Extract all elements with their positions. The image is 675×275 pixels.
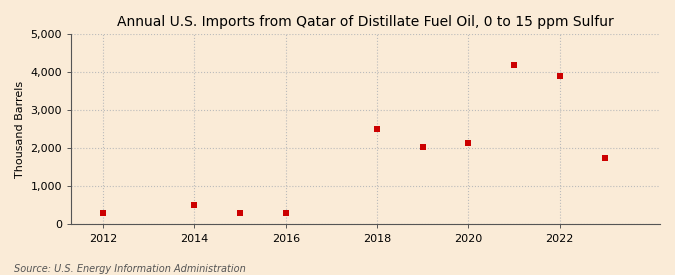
Point xyxy=(372,127,383,132)
Title: Annual U.S. Imports from Qatar of Distillate Fuel Oil, 0 to 15 ppm Sulfur: Annual U.S. Imports from Qatar of Distil… xyxy=(117,15,614,29)
Point xyxy=(98,211,109,215)
Point xyxy=(600,156,611,160)
Y-axis label: Thousand Barrels: Thousand Barrels xyxy=(15,81,25,178)
Text: Source: U.S. Energy Information Administration: Source: U.S. Energy Information Administ… xyxy=(14,264,245,274)
Point xyxy=(463,141,474,145)
Point xyxy=(508,62,519,67)
Point xyxy=(417,144,428,149)
Point xyxy=(554,74,565,78)
Point xyxy=(235,211,246,215)
Point xyxy=(280,211,291,215)
Point xyxy=(189,203,200,208)
